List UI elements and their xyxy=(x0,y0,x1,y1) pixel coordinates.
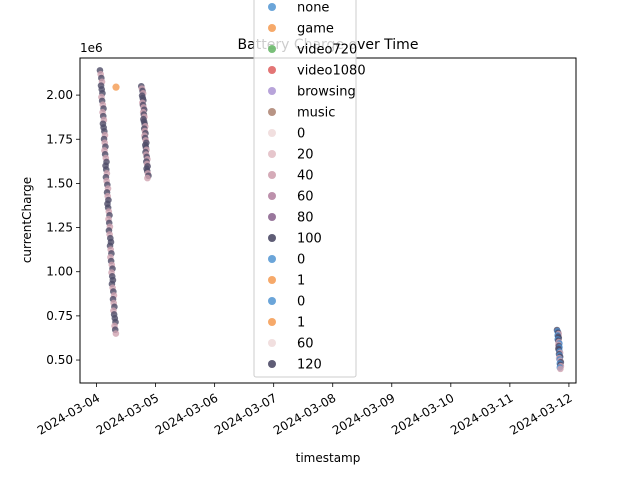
legend-marker xyxy=(268,318,276,326)
legend-marker xyxy=(268,129,276,137)
legend-label: 100 xyxy=(297,232,322,247)
legend-marker xyxy=(268,192,276,200)
legend-marker xyxy=(268,108,276,116)
y-tick-label: 1.25 xyxy=(46,221,73,235)
legend-marker xyxy=(268,150,276,158)
legend-marker xyxy=(268,255,276,263)
legend-label: 1 xyxy=(297,316,305,331)
legend-marker xyxy=(268,171,276,179)
legend-label: video1080 xyxy=(297,64,366,79)
legend-label: video720 xyxy=(297,43,357,58)
legend-marker xyxy=(268,297,276,305)
scatter-point xyxy=(144,174,151,182)
legend-label: 1 xyxy=(297,274,305,289)
x-axis-label: timestamp xyxy=(296,451,361,465)
legend-marker xyxy=(268,3,276,11)
legend-label: 0 xyxy=(297,295,305,310)
y-axis-label: currentCharge xyxy=(20,177,34,263)
y-tick-label: 1.00 xyxy=(46,265,73,279)
legend-marker xyxy=(268,87,276,95)
y-tick-label: 2.00 xyxy=(46,88,73,102)
y-axis: 0.50 0.75 1.00 1.25 1.50 1.75 2.00 xyxy=(46,88,80,367)
legend-label: 60 xyxy=(297,190,314,205)
legend-label: music xyxy=(297,106,335,121)
legend-label: 20 xyxy=(297,148,314,163)
legend-label: 0 xyxy=(297,253,305,268)
y-offset-label: 1e6 xyxy=(80,41,103,55)
y-tick-label: 0.50 xyxy=(46,353,73,367)
legend-label: 80 xyxy=(297,211,314,226)
legend-label: 40 xyxy=(297,169,314,184)
legend-marker xyxy=(268,45,276,53)
legend-marker xyxy=(268,360,276,368)
legend-label: game xyxy=(297,22,334,37)
legend-marker xyxy=(268,213,276,221)
legend-marker xyxy=(268,276,276,284)
scatter-points xyxy=(96,67,565,373)
legend-label: 120 xyxy=(297,358,322,373)
y-tick-label: 0.75 xyxy=(46,309,73,323)
y-tick-label: 1.50 xyxy=(46,176,73,190)
legend-label: none xyxy=(297,1,329,16)
legend-label: 0 xyxy=(297,127,305,142)
scatter-point xyxy=(112,83,120,91)
legend-label: browsing xyxy=(297,85,356,100)
legend-marker xyxy=(268,234,276,242)
scatter-point xyxy=(112,330,120,337)
legend-label: 60 xyxy=(297,337,314,352)
scatter-point xyxy=(557,365,564,373)
legend-marker xyxy=(268,66,276,74)
legend-marker xyxy=(268,339,276,347)
legend: none game video720 video1080 browsing music 0 2… xyxy=(253,0,366,378)
legend-box xyxy=(253,0,357,378)
legend-marker xyxy=(268,24,276,32)
y-tick-label: 1.75 xyxy=(46,132,73,146)
